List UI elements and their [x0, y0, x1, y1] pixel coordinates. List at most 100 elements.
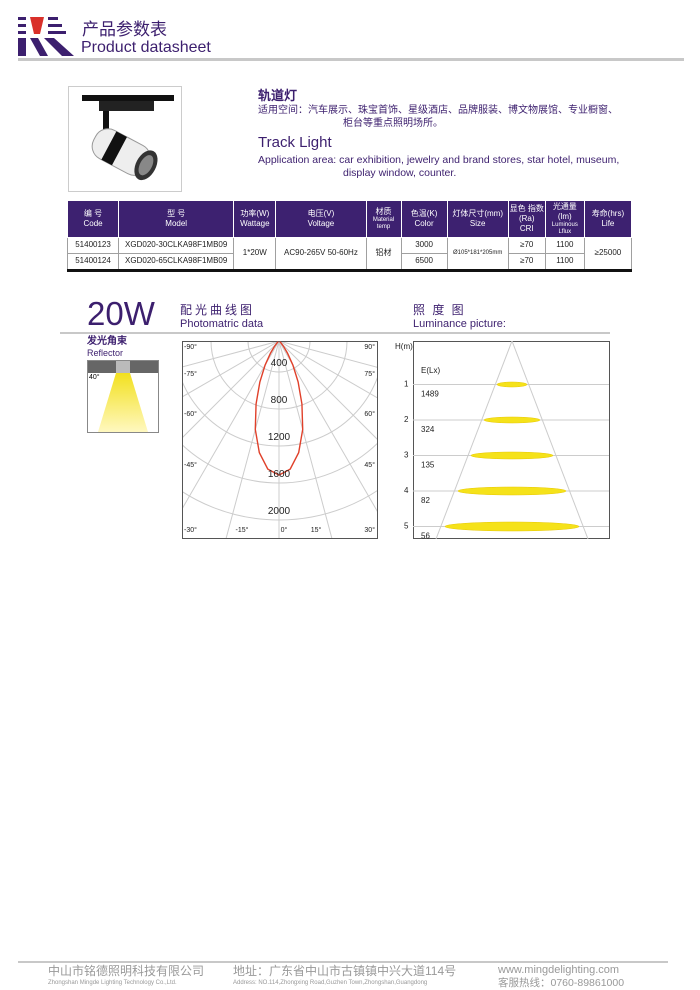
ring-label: 1200: [268, 432, 291, 443]
spec-table: 编 号 Code 型 号 Model 功率(W) Wattage 电压(V) Voltage 材…: [66, 200, 633, 272]
ring-label: 800: [271, 395, 288, 406]
chart-border: [182, 341, 378, 539]
polar-chart: 400 800 1200 1600 2000 -90° -75° -60° -45° -30° 90…: [182, 341, 378, 539]
chart-frame: [413, 341, 610, 539]
cell-wattage: 1*20W: [233, 237, 277, 271]
footer-address-en: Address: NO.114,Zhongxing Road,Guzhen To…: [233, 980, 428, 986]
photometric-title-cn: 配光曲线图: [180, 303, 256, 317]
column-header-en: Model: [165, 219, 188, 228]
angle-label: -60°: [184, 410, 197, 418]
cell-model: XGD020-30CLKA98F1MB09: [118, 237, 235, 254]
application-cn-line1: 适用空间：汽车展示、珠宝首饰、星级酒店、品牌服装、博文物展馆、专业橱窗、: [258, 105, 618, 116]
header-divider: [18, 58, 684, 61]
angle-label: -15°: [236, 526, 249, 534]
cell-voltage: AC90-265V 50-60Hz: [275, 237, 367, 271]
polar-radial-line: [182, 341, 280, 368]
height-label: 4: [404, 486, 409, 495]
light-spot: [457, 486, 567, 496]
ring-label: 2000: [268, 506, 291, 517]
footer-hotline: 客服热线：0760-89861000: [498, 977, 625, 989]
cell-color: 6500: [400, 253, 448, 271]
light-spot: [483, 416, 541, 424]
application-cn-line2: 柜台等重点照明场所。: [343, 118, 443, 129]
cell-cri: ≥70: [507, 253, 546, 271]
height-axis-label: H(m): [395, 342, 413, 351]
column-header-en: Size: [469, 219, 486, 228]
footer-website[interactable]: www.mingdelighting.com: [498, 964, 620, 976]
table-header-row: 编 号 Code 型 号 Model 功率(W) Wattage 电压(V) Voltage 材…: [66, 200, 633, 238]
candela-curve: [254, 341, 304, 476]
footer-divider: [18, 961, 668, 963]
column-header-cn: 功率(W): [240, 209, 270, 218]
beam-angle-label: 40°: [89, 374, 100, 381]
header-title-cn: 产品参数表: [82, 20, 167, 39]
angle-label: 0°: [281, 526, 288, 534]
lux-value: 1489: [421, 390, 439, 399]
application-en-line1: Application area: car exhibition, jewelr…: [258, 154, 620, 166]
angle-label: -75°: [184, 370, 197, 378]
height-label: 5: [404, 522, 409, 531]
column-header-cn: 型 号: [167, 209, 186, 218]
polar-radial-line: [278, 341, 333, 539]
angle-label: 30°: [364, 526, 375, 534]
angle-label: 60°: [364, 410, 375, 418]
angle-label: 90°: [364, 343, 375, 351]
column-header-cn: 色温(K): [410, 209, 438, 218]
column-header: 光通量 (lm) Luminous Lflux: [544, 200, 585, 238]
polar-radial-line: [278, 341, 378, 369]
luminance-title-en: Luminance picture:: [413, 318, 506, 330]
column-header: 显色 指数 (Ra) CRI: [507, 200, 546, 238]
polar-radial-line: [278, 341, 378, 441]
column-header-cn: 编 号: [83, 209, 103, 218]
application-en-line2: display window, counter.: [343, 167, 457, 179]
column-header: 功率(W) Wattage: [233, 200, 277, 238]
column-header-cn: 灯体尺寸(mm): [452, 209, 503, 218]
footer-company-en: Zhongshan Mingde Lighting Technology Co.…: [48, 980, 177, 986]
cell-flux: 1100: [544, 237, 585, 254]
polar-radial-line: [182, 341, 280, 511]
column-header-en: Code: [83, 219, 103, 228]
ring-label: 1600: [268, 469, 291, 480]
column-header-en: CRI: [519, 224, 534, 233]
polar-radial-line: [278, 341, 378, 514]
cell-cri: ≥70: [507, 237, 546, 254]
height-label: 1: [404, 380, 409, 389]
footer-company-cn: 中山市铭德照明科技有限公司: [48, 964, 205, 978]
company-logo: [18, 17, 74, 56]
height-label: 3: [404, 451, 409, 460]
light-spot: [496, 381, 528, 388]
column-header: 电压(V) Voltage: [275, 200, 367, 238]
cell-code: 51400123: [66, 237, 120, 254]
lux-value: 135: [421, 461, 435, 470]
column-header-en: Color: [414, 219, 434, 228]
column-header-cn: 光通量 (lm): [552, 202, 577, 221]
cone-edge: [511, 341, 589, 539]
cone-edge: [435, 341, 513, 539]
product-name-en: Track Light: [258, 134, 332, 151]
cell-color: 3000: [400, 237, 448, 254]
luminance-chart: H(m) E(Lx) 1 1489 2 324 3 135 4 82 5 56: [395, 341, 610, 539]
angle-label: -30°: [184, 526, 197, 534]
cell-model: XGD020-65CLKA98F1MB09: [118, 253, 235, 271]
reflector-title-cn: 发光角束: [87, 336, 127, 347]
column-header-en: Life: [601, 219, 615, 228]
photometric-title-en: Photomatric data: [180, 318, 264, 330]
polar-radial-line: [182, 341, 280, 398]
column-header: 材质 Material temp: [365, 200, 402, 238]
column-header-en: Voltage: [307, 219, 335, 228]
angle-label: 15°: [311, 526, 322, 534]
reflector-diagram: 40°: [87, 360, 159, 433]
luminance-title-cn: 照 度 图: [413, 303, 466, 317]
polar-radial-line: [182, 341, 280, 439]
angle-label: 75°: [364, 370, 375, 378]
section-divider: [60, 332, 610, 334]
product-image: [68, 86, 182, 192]
column-header-en: Luminous Lflux: [551, 222, 578, 235]
polar-radial-line: [278, 341, 378, 399]
table-row: 51400123 XGD020-30CLKA98F1MB09 1*20W AC9…: [66, 237, 633, 271]
angle-label: -45°: [184, 461, 197, 469]
column-header-cn: 显色 指数 (Ra): [509, 204, 544, 223]
column-header-en: Material temp: [372, 217, 395, 230]
column-header-cn: 寿命(hrs): [591, 209, 625, 218]
